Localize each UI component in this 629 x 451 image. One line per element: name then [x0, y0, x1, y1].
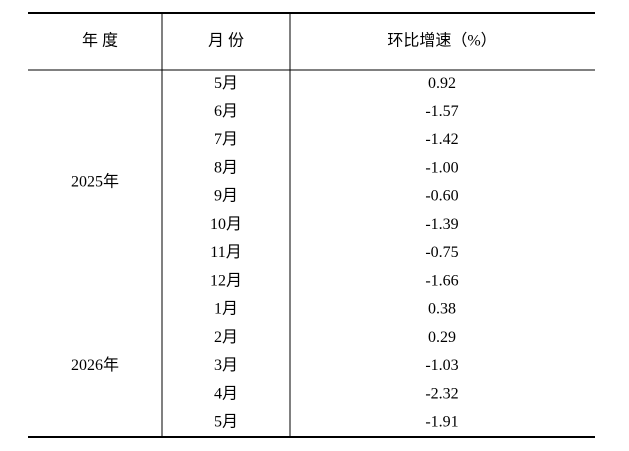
value-cell: -1.39 [425, 216, 458, 233]
month-cell: 5月 [214, 414, 238, 431]
month-cell: 6月 [214, 103, 238, 120]
value-cell: 0.92 [428, 75, 456, 92]
month-cell: 1月 [214, 301, 238, 318]
value-cell: 0.38 [428, 301, 456, 318]
month-cell: 3月 [214, 357, 238, 374]
month-cell: 12月 [210, 272, 242, 289]
year-cell: 2026年 [71, 356, 119, 374]
year-cell: 2025年 [71, 173, 119, 191]
month-cell: 8月 [214, 159, 238, 176]
value-cell: -0.75 [425, 244, 458, 261]
value-cell: -2.32 [425, 385, 458, 402]
value-cell: -1.03 [425, 357, 458, 374]
month-cell: 2月 [214, 329, 238, 346]
header-cell: 年 度 [82, 32, 118, 50]
month-cell: 7月 [214, 131, 238, 148]
value-cell: -0.60 [425, 188, 458, 205]
month-cell: 4月 [214, 385, 238, 402]
month-cell: 9月 [214, 188, 238, 205]
month-cell: 5月 [214, 75, 238, 92]
value-cell: -1.00 [425, 159, 458, 176]
value-cell: -1.66 [425, 272, 458, 289]
header-cell: 月 份 [208, 32, 244, 50]
header-cell: 环比增速（%） [387, 32, 496, 50]
month-cell: 10月 [210, 216, 242, 233]
value-cell: -1.42 [425, 131, 458, 148]
value-cell: -1.91 [425, 414, 458, 431]
month-cell: 11月 [210, 244, 241, 261]
value-cell: -1.57 [425, 103, 458, 120]
value-cell: 0.29 [428, 329, 456, 346]
